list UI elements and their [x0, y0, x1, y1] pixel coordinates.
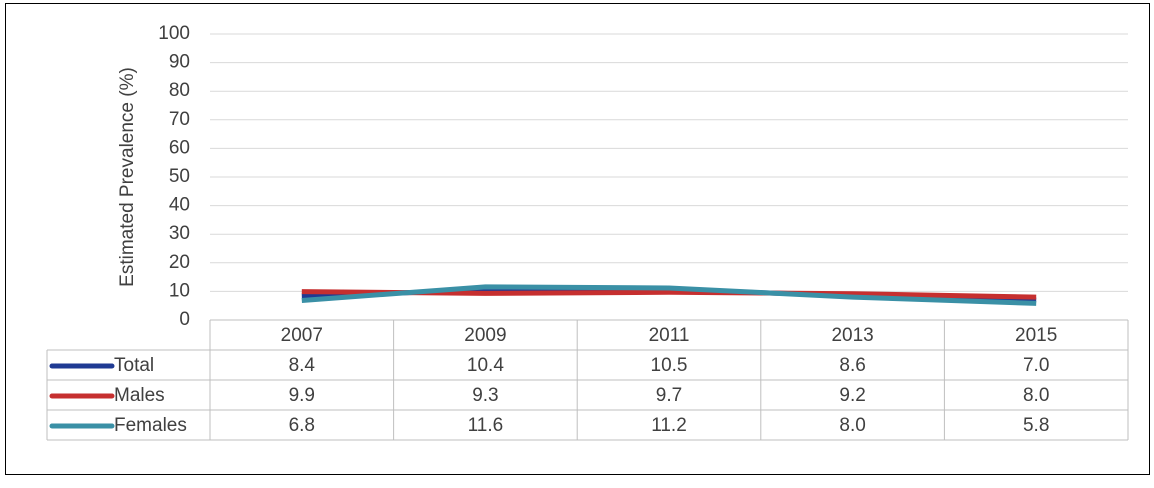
table-value: 9.3: [472, 385, 498, 406]
y-tick-label: 20: [169, 252, 190, 273]
table-value: 8.0: [1023, 385, 1049, 406]
series-line: [301, 284, 1037, 306]
table-value: 10.4: [467, 355, 504, 376]
table-value: 5.8: [1023, 415, 1049, 436]
y-tick-label: 40: [169, 195, 190, 216]
table-value: 8.0: [839, 415, 865, 436]
table-value: 6.8: [289, 415, 315, 436]
y-tick-label: 60: [169, 137, 190, 158]
x-tick-label: 2011: [649, 325, 690, 346]
table-value: 9.2: [839, 385, 865, 406]
table-value: 7.0: [1023, 355, 1049, 376]
y-tick-label: 80: [169, 80, 190, 101]
legend-label: Males: [114, 385, 165, 406]
y-tick-label: 70: [169, 109, 190, 130]
table-value: 11.6: [468, 415, 504, 436]
table-value: 8.6: [839, 355, 865, 376]
y-tick-label: 100: [158, 23, 190, 44]
y-tick-label: 10: [169, 280, 190, 301]
y-axis-label: Estimated Prevalence (%): [117, 67, 138, 287]
table-value: 11.2: [651, 415, 687, 436]
y-tick-label: 50: [169, 166, 190, 187]
x-tick-label: 2007: [281, 325, 323, 346]
y-tick-label: 90: [169, 52, 190, 73]
x-tick-label: 2009: [464, 325, 506, 346]
table-value: 9.9: [289, 385, 315, 406]
x-tick-label: 2013: [831, 325, 873, 346]
y-tick-label: 30: [169, 223, 190, 244]
legend-label: Total: [114, 355, 154, 376]
table-value: 10.5: [651, 355, 688, 376]
table-value: 9.7: [656, 385, 682, 406]
table-value: 8.4: [289, 355, 316, 376]
y-tick-label: 0: [179, 309, 190, 330]
legend-label: Females: [114, 415, 187, 436]
x-tick-label: 2015: [1015, 325, 1057, 346]
